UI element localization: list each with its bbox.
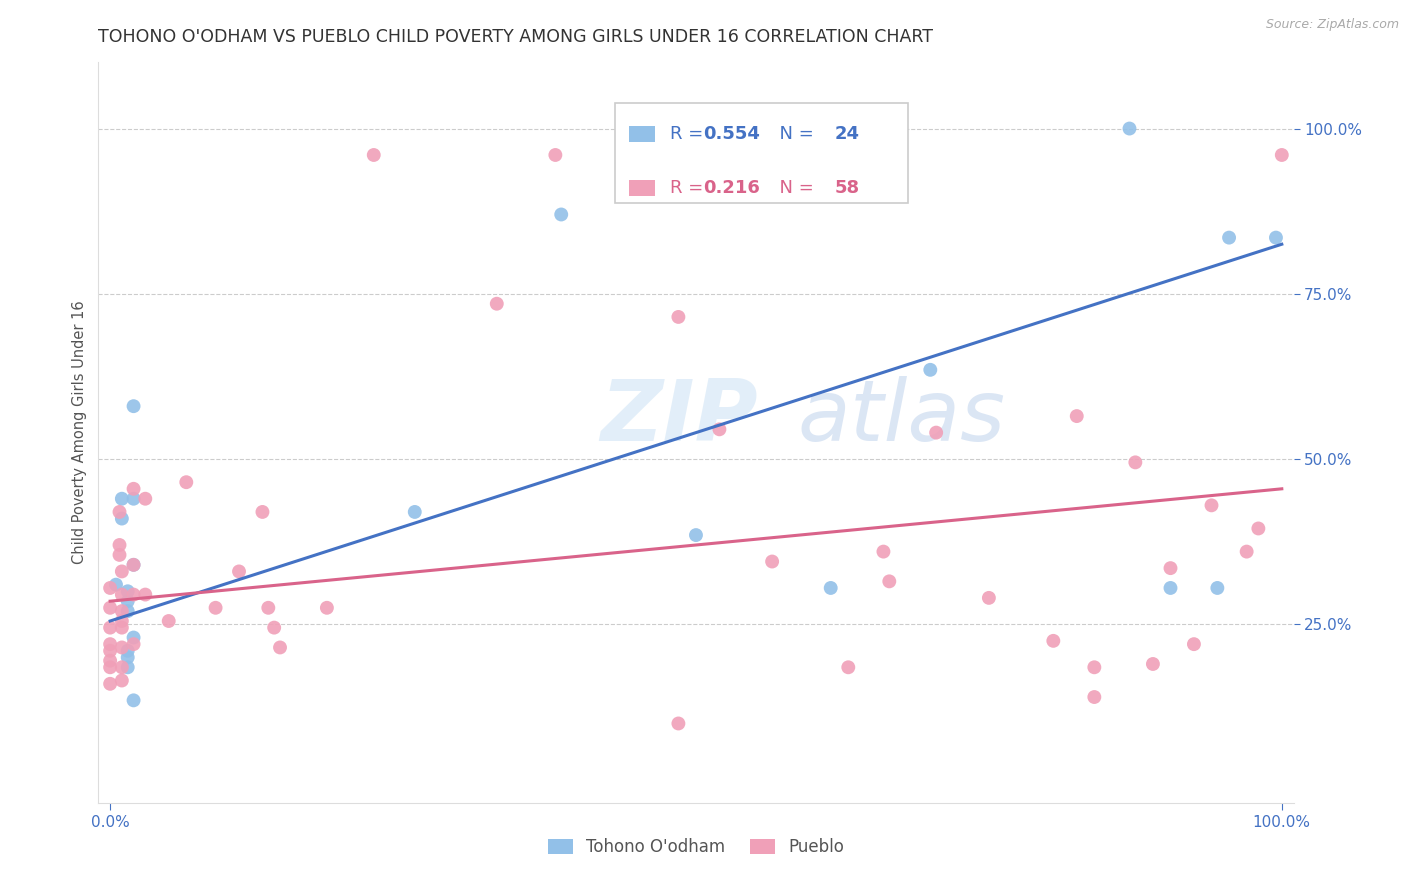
Point: [252, 505, 274, 519]
Point: [108, 538, 131, 552]
Point: [204, 600, 226, 615]
Point: [122, 631, 145, 645]
Point: [117, 644, 139, 658]
Point: [98, 677, 121, 691]
Point: [316, 600, 339, 615]
Point: [485, 296, 508, 310]
Point: [820, 581, 842, 595]
Point: [877, 574, 901, 589]
Text: 0.216: 0.216: [703, 179, 761, 197]
Point: [111, 491, 134, 506]
Point: [105, 577, 128, 591]
Point: [666, 716, 689, 731]
Point: [550, 207, 572, 221]
Point: [98, 637, 121, 651]
Point: [98, 600, 121, 615]
Point: [122, 491, 145, 506]
Point: [1160, 561, 1182, 575]
Point: [837, 660, 859, 674]
Point: [174, 475, 197, 490]
Point: [122, 693, 145, 707]
Point: [1160, 581, 1182, 595]
Text: Source: ZipAtlas.com: Source: ZipAtlas.com: [1265, 18, 1399, 31]
Point: [111, 673, 134, 688]
Point: [872, 544, 894, 558]
Text: R =: R =: [669, 179, 709, 197]
Text: ZIP: ZIP: [600, 376, 758, 459]
Point: [111, 660, 134, 674]
Point: [98, 621, 121, 635]
Text: N =: N =: [768, 125, 820, 144]
Point: [925, 425, 948, 440]
Text: N =: N =: [768, 179, 820, 197]
Text: 0.554: 0.554: [703, 125, 761, 144]
Point: [157, 614, 180, 628]
Point: [709, 422, 731, 436]
Point: [122, 637, 145, 651]
Point: [122, 399, 145, 413]
FancyBboxPatch shape: [628, 180, 655, 196]
Point: [108, 548, 131, 562]
Point: [1236, 544, 1258, 558]
Point: [134, 491, 156, 506]
Point: [122, 588, 145, 602]
Point: [363, 148, 385, 162]
Point: [111, 588, 134, 602]
Point: [1066, 409, 1088, 423]
Point: [122, 482, 145, 496]
Point: [1118, 121, 1140, 136]
Point: [269, 640, 291, 655]
Point: [1265, 230, 1288, 244]
Point: [404, 505, 426, 519]
Point: [544, 148, 567, 162]
Point: [1218, 230, 1240, 244]
Point: [117, 584, 139, 599]
Point: [977, 591, 1000, 605]
Point: [263, 621, 285, 635]
Point: [111, 614, 134, 628]
Point: [1271, 148, 1294, 162]
Point: [920, 363, 942, 377]
Point: [111, 621, 134, 635]
Point: [685, 528, 707, 542]
Point: [117, 650, 139, 665]
Text: 58: 58: [835, 179, 859, 197]
Point: [122, 558, 145, 572]
Point: [122, 558, 145, 572]
Legend: Tohono O'odham, Pueblo: Tohono O'odham, Pueblo: [540, 830, 852, 865]
Point: [111, 640, 134, 655]
Point: [1083, 660, 1105, 674]
Point: [134, 588, 156, 602]
Text: R =: R =: [669, 125, 709, 144]
Point: [98, 654, 121, 668]
Point: [1247, 521, 1270, 535]
Point: [108, 505, 131, 519]
Point: [1083, 690, 1105, 704]
Point: [257, 600, 280, 615]
Point: [1201, 499, 1223, 513]
Point: [98, 581, 121, 595]
Point: [1206, 581, 1229, 595]
Text: atlas: atlas: [797, 376, 1005, 459]
Point: [117, 594, 139, 608]
Point: [111, 604, 134, 618]
Point: [98, 660, 121, 674]
Point: [666, 310, 689, 324]
FancyBboxPatch shape: [614, 103, 907, 203]
Point: [228, 565, 250, 579]
Point: [111, 511, 134, 525]
FancyBboxPatch shape: [628, 126, 655, 143]
Point: [1142, 657, 1164, 671]
Point: [117, 660, 139, 674]
Text: TOHONO O'ODHAM VS PUEBLO CHILD POVERTY AMONG GIRLS UNDER 16 CORRELATION CHART: TOHONO O'ODHAM VS PUEBLO CHILD POVERTY A…: [98, 28, 934, 45]
Text: 24: 24: [835, 125, 859, 144]
Point: [117, 604, 139, 618]
Point: [1125, 455, 1147, 469]
Point: [111, 565, 134, 579]
Point: [98, 644, 121, 658]
Point: [761, 555, 783, 569]
Y-axis label: Child Poverty Among Girls Under 16: Child Poverty Among Girls Under 16: [72, 301, 87, 565]
Point: [1182, 637, 1205, 651]
Point: [1042, 633, 1064, 648]
